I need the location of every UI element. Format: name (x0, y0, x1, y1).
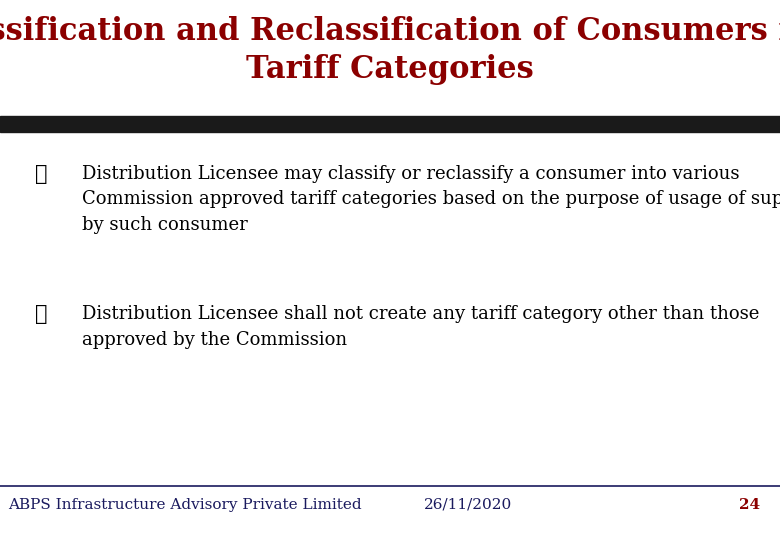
Text: 26/11/2020: 26/11/2020 (424, 498, 512, 512)
Text: ABPS Infrastructure Advisory Private Limited: ABPS Infrastructure Advisory Private Lim… (8, 498, 361, 512)
Text: Distribution Licensee may classify or reclassify a consumer into various
Commiss: Distribution Licensee may classify or re… (82, 165, 780, 234)
Text: ✓: ✓ (35, 305, 48, 324)
Text: Distribution Licensee shall not create any tariff category other than those
appr: Distribution Licensee shall not create a… (82, 305, 759, 349)
Text: Classification and Reclassification of Consumers into
Tariff Categories: Classification and Reclassification of C… (0, 16, 780, 85)
Text: ✓: ✓ (35, 165, 48, 184)
FancyBboxPatch shape (0, 116, 780, 132)
Text: 24: 24 (739, 498, 760, 512)
